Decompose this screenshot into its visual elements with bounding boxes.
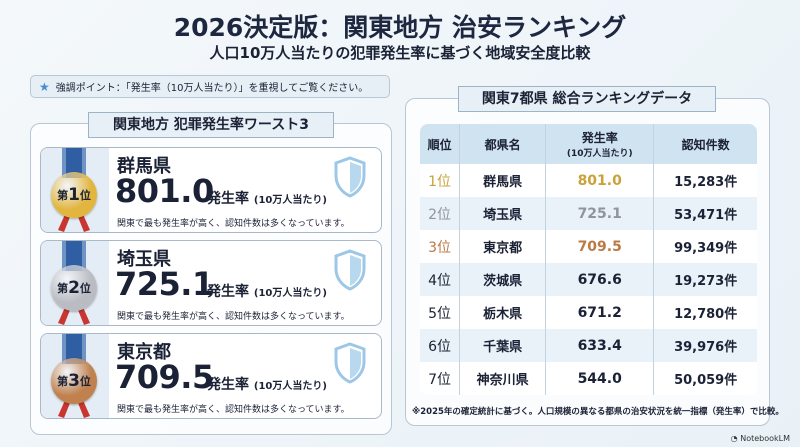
callout-text: 強調ポイント：「発生率（10万人当たり）」を重視してご覧ください。: [55, 83, 369, 94]
card-description: 関東で最も発生率が高く、認知件数は多くなっています。: [117, 405, 350, 415]
ribbon-tails-icon: [58, 212, 90, 232]
medal-rank: 1: [68, 185, 80, 205]
cell-pref: 埼玉県: [459, 197, 547, 230]
card-description: 関東で最も発生率が高く、認知件数は多くなっています。: [117, 312, 350, 322]
page-subtitle: 人口10万人当たりの犯罪発生率に基づく地域安全度比較: [209, 44, 591, 62]
star-icon: ★: [39, 79, 50, 94]
cell-pref: 群馬県: [459, 164, 547, 197]
col-count: 認知件数: [653, 124, 757, 164]
cell-pref: 神奈川県: [459, 362, 547, 395]
rate-unit: (10万人当たり): [253, 288, 327, 299]
cell-rank: 5位: [420, 296, 461, 329]
cell-rate: 725.1: [545, 197, 655, 230]
medal-prefix: 第: [57, 375, 69, 388]
ribbon-tails-icon: [58, 305, 90, 325]
table-row: 2位 埼玉県 725.1 53,471件: [420, 197, 757, 230]
prefecture-name: 埼玉県: [117, 249, 171, 270]
cell-count: 39,976件: [653, 329, 757, 362]
shield-icon: [334, 156, 366, 198]
rate-unit: (10万人当たり): [253, 195, 327, 206]
col-rate: 発生率 (10万人当たり): [545, 124, 655, 164]
table-header: 順位 都県名 発生率 (10万人当たり) 認知件数: [420, 124, 757, 164]
ranking-table: 順位 都県名 発生率 (10万人当たり) 認知件数 1位 群馬県 801.0 15…: [420, 124, 757, 395]
rate-value: 709.5: [115, 358, 214, 396]
cell-rank: 2位: [420, 197, 461, 230]
cell-rank: 4位: [420, 263, 461, 296]
cell-count: 53,471件: [653, 197, 757, 230]
rate-label: 発生率 (10万人当たり): [207, 281, 327, 301]
cell-rank: 3位: [420, 230, 461, 263]
brand-text: NotebookLM: [740, 434, 790, 443]
rate-label: 発生率 (10万人当たり): [207, 374, 327, 394]
col-pref: 都県名: [459, 124, 547, 164]
emphasis-callout: ★ 強調ポイント：「発生率（10万人当たり）」を重視してご覧ください。: [30, 75, 390, 98]
ribbon-tails-icon: [58, 398, 90, 418]
page-title: 2026決定版：関東地方 治安ランキング: [173, 13, 627, 42]
col-rank: 順位: [420, 124, 461, 164]
cell-rank: 6位: [420, 329, 461, 362]
prefecture-name: 群馬県: [117, 156, 171, 177]
cell-rate: 671.2: [545, 296, 655, 329]
rate-label-text: 発生率: [207, 284, 249, 300]
card-description: 関東で最も発生率が高く、認知件数は多くなっています。: [117, 219, 350, 229]
rate-label-text: 発生率: [207, 191, 249, 207]
shield-icon: [334, 342, 366, 384]
rate-label: 発生率 (10万人当たり): [207, 188, 327, 208]
medal-suffix: 位: [79, 189, 91, 202]
cell-rate: 544.0: [545, 362, 655, 395]
table-row: 1位 群馬県 801.0 15,283件: [420, 164, 757, 197]
cell-pref: 茨城県: [459, 263, 547, 296]
table-row: 6位 千葉県 633.4 39,976件: [420, 329, 757, 362]
cell-rank: 7位: [420, 362, 461, 395]
medal-rank: 2: [68, 278, 80, 298]
cell-count: 15,283件: [653, 164, 757, 197]
cell-rate: 709.5: [545, 230, 655, 263]
medal-rank: 3: [68, 371, 80, 391]
shield-icon: [334, 249, 366, 291]
medal-prefix: 第: [57, 189, 69, 202]
cell-rate: 801.0: [545, 164, 655, 197]
brand-label: ◔ NotebookLM: [730, 434, 790, 443]
cell-pref: 栃木県: [459, 296, 547, 329]
cell-pref: 東京都: [459, 230, 547, 263]
medal-suffix: 位: [79, 375, 91, 388]
cell-count: 12,780件: [653, 296, 757, 329]
ranking-title: 関東7都県 総合ランキングデータ: [458, 86, 716, 112]
table-row: 5位 栃木県 671.2 12,780件: [420, 296, 757, 329]
rate-value: 801.0: [115, 172, 214, 210]
cell-count: 99,349件: [653, 230, 757, 263]
table-row: 3位 東京都 709.5 99,349件: [420, 230, 757, 263]
cell-rate: 633.4: [545, 329, 655, 362]
prefecture-name: 東京都: [117, 342, 171, 363]
rate-label-text: 発生率: [207, 377, 249, 393]
worst3-title: 関東地方 犯罪発生率ワースト3: [88, 112, 334, 138]
rate-unit: (10万人当たり): [253, 381, 327, 392]
medal-prefix: 第: [57, 282, 69, 295]
col-rate-sub: (10万人当たり): [566, 149, 633, 159]
medal-suffix: 位: [79, 282, 91, 295]
cell-count: 19,273件: [653, 263, 757, 296]
table-row: 4位 茨城県 676.6 19,273件: [420, 263, 757, 296]
cell-rate: 676.6: [545, 263, 655, 296]
cell-pref: 千葉県: [459, 329, 547, 362]
table-row: 7位 神奈川県 544.0 50,059件: [420, 362, 757, 395]
cell-rank: 1位: [420, 164, 461, 197]
footnote: ※2025年の確定統計に基づく。人口規模の異なる都県の治安状況を統一指標（発生率…: [412, 407, 784, 417]
rate-value: 725.1: [115, 265, 214, 303]
col-rate-label: 発生率: [581, 131, 618, 145]
cell-count: 50,059件: [653, 362, 757, 395]
